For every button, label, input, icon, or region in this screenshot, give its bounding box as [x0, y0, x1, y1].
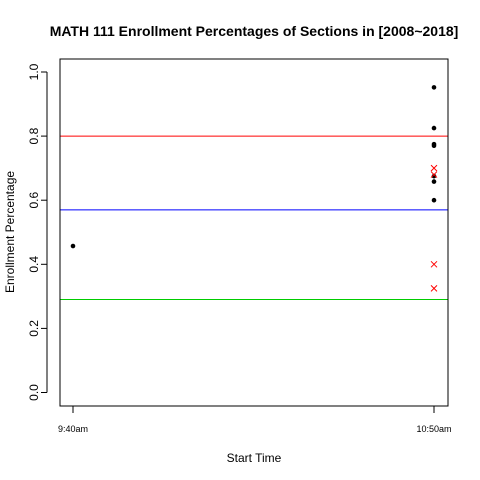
chart-title: MATH 111 Enrollment Percentages of Secti… — [50, 23, 459, 39]
data-point-dot — [71, 244, 76, 249]
data-point-dot — [432, 85, 437, 90]
y-tick-label: 0.2 — [27, 320, 41, 337]
y-tick-label: 1.0 — [27, 63, 41, 80]
data-point-dot — [432, 126, 437, 131]
data-point-dot — [432, 143, 437, 148]
x-tick-label: 9:40am — [58, 424, 88, 434]
y-tick-label: 0.6 — [27, 192, 41, 209]
y-axis-title: Enrollment Percentage — [3, 171, 17, 293]
x-tick-label: 10:50am — [416, 424, 451, 434]
y-tick-label: 0.0 — [27, 384, 41, 401]
y-tick-label: 0.4 — [27, 256, 41, 273]
data-point-dot — [432, 198, 437, 203]
y-tick-label: 0.8 — [27, 127, 41, 144]
data-point-dot — [432, 179, 437, 184]
x-axis-title: Start Time — [227, 451, 282, 465]
